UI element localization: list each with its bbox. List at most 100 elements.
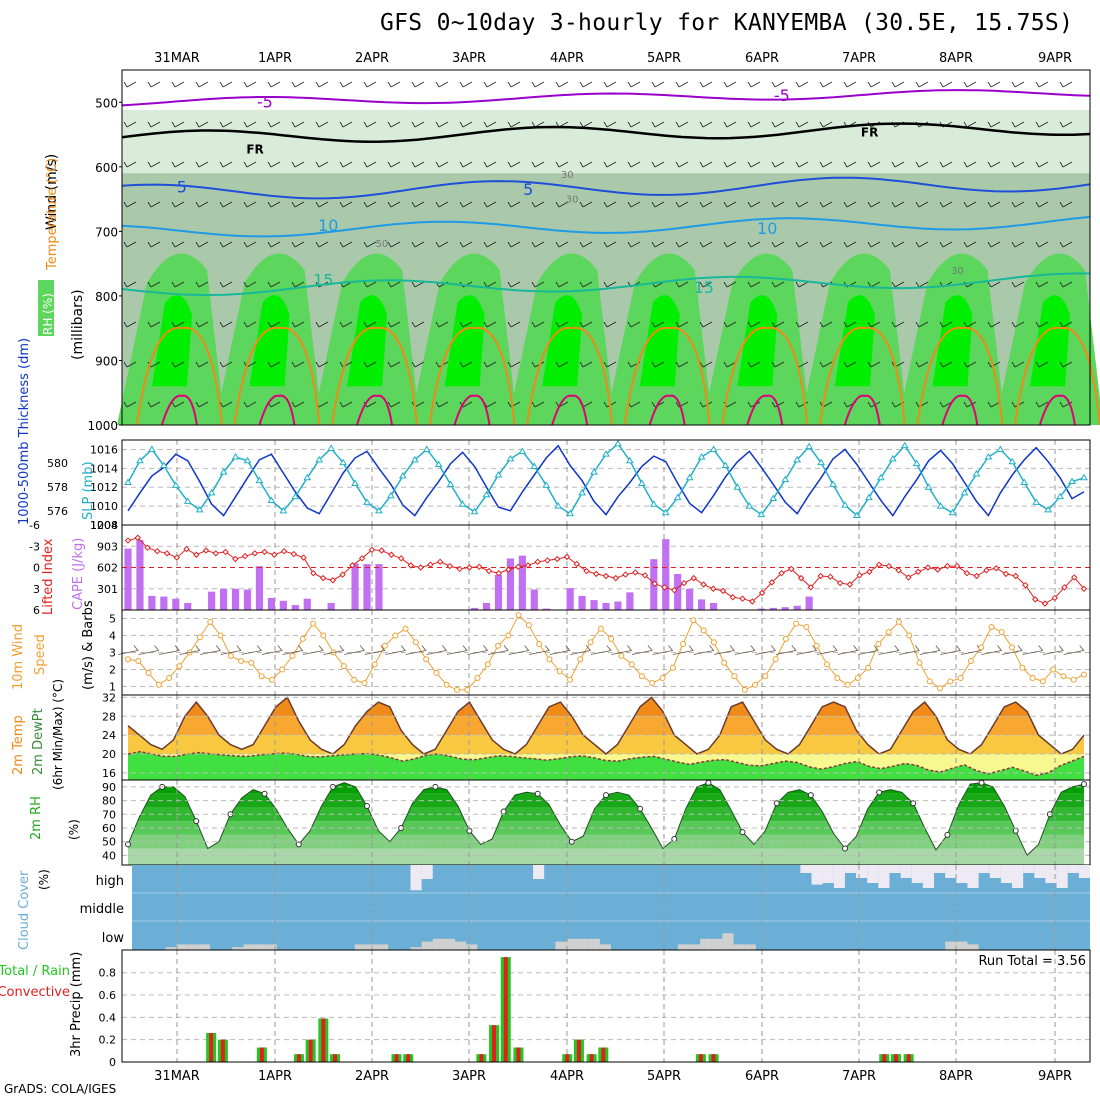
precip-ylabel: 3hr Precip (mm) xyxy=(69,952,84,1057)
slp-marker xyxy=(434,460,443,468)
wind-barb xyxy=(267,281,281,288)
temp2m-tick-4: 32 xyxy=(102,691,116,704)
wind-barb xyxy=(675,201,689,208)
li-marker xyxy=(934,566,941,573)
wind10m-marker xyxy=(885,629,892,636)
wind-barb xyxy=(531,281,545,288)
rh2m-ylabel: 2m RH xyxy=(29,796,44,840)
rh2m-marker xyxy=(910,800,917,807)
wind-barb xyxy=(723,281,737,288)
wind-barb xyxy=(651,321,665,328)
li-marker xyxy=(593,570,600,578)
temp-contour-2 xyxy=(121,176,1091,200)
cape-bar xyxy=(208,591,216,610)
cape-bar xyxy=(220,588,228,610)
slp-marker xyxy=(924,483,933,490)
upper-ylabel-pressure: (millibars) xyxy=(70,289,86,360)
thk-ylabel: 1000-500mb Thickness (dm) xyxy=(17,338,32,525)
slp-marker xyxy=(853,511,861,519)
wind-barb xyxy=(243,161,257,168)
wind10m-marker xyxy=(227,652,234,659)
wind-barb xyxy=(699,201,713,208)
wind-barb xyxy=(939,161,953,168)
wind-barb xyxy=(315,161,329,168)
wind-barb xyxy=(843,81,857,88)
precip-conv-bar-20 xyxy=(893,1054,898,1062)
contour-label-6: 10 xyxy=(318,216,338,235)
wind-barb xyxy=(195,321,209,328)
cloud-low-bar xyxy=(711,938,723,950)
rh2m-marker xyxy=(671,835,678,842)
wind-barb xyxy=(795,161,809,168)
cape-bar xyxy=(124,548,132,610)
wind-barb xyxy=(315,241,329,248)
wind-barb xyxy=(939,361,953,368)
wind10m-barb xyxy=(220,645,242,655)
wind10m-marker xyxy=(998,629,1005,636)
wind10m-marker xyxy=(690,617,697,624)
wind10m-marker xyxy=(546,656,553,663)
slp-marker xyxy=(1080,473,1088,481)
li-tick-1: -3 xyxy=(29,540,40,553)
wind-barb xyxy=(411,201,425,208)
wind-barb xyxy=(291,201,305,208)
wind-barb xyxy=(315,121,329,128)
upper-air-frame xyxy=(121,69,1091,426)
wind-barb xyxy=(723,161,737,168)
wind10m-marker xyxy=(628,661,635,668)
x-tick-bottom-5: 5APR xyxy=(647,1069,681,1084)
wind-barb xyxy=(771,321,785,328)
li-marker xyxy=(1002,570,1010,578)
wind10m-barb xyxy=(734,645,756,655)
wind-barb xyxy=(243,121,257,128)
wind-barb xyxy=(747,321,761,328)
wind-barb xyxy=(411,281,425,288)
li-marker xyxy=(680,579,688,587)
contour-label-8: 15 xyxy=(313,270,333,289)
wind10m-marker xyxy=(536,641,543,647)
wind-barb xyxy=(195,201,209,208)
wind-barb xyxy=(171,161,185,168)
wind10m-marker xyxy=(464,686,471,693)
upper-ylabel-wind: Wind (m/s) xyxy=(44,154,60,230)
wind-barb xyxy=(699,281,713,288)
slp-marker xyxy=(171,481,180,488)
slp-marker xyxy=(673,493,682,501)
wind-barb xyxy=(171,401,185,408)
wind10m-marker xyxy=(135,658,142,664)
wind10m-marker xyxy=(166,675,173,681)
li-marker xyxy=(446,562,454,570)
wind-barb xyxy=(483,161,497,168)
li-marker xyxy=(358,555,366,562)
rh-label-0: 30 xyxy=(561,170,574,181)
slp-marker xyxy=(757,510,766,518)
li-marker xyxy=(1012,572,1019,580)
temp2m-ylabel-1: 2m Temp xyxy=(11,715,26,775)
cape-bar xyxy=(602,602,610,610)
wind10m-marker xyxy=(618,652,625,659)
wind-barb xyxy=(387,401,401,408)
wind10m-barb xyxy=(940,645,962,655)
wind10m-marker xyxy=(289,652,296,659)
li-marker xyxy=(427,561,434,568)
wind-barb xyxy=(339,81,353,88)
wind-barb xyxy=(171,81,185,88)
wind10m-barb xyxy=(673,645,694,655)
wind-barb xyxy=(483,81,497,88)
wind-barb xyxy=(435,201,449,208)
wind10m-marker xyxy=(125,656,131,663)
wind-barb xyxy=(843,161,857,168)
wind10m-marker xyxy=(340,663,347,670)
cloud-low-bar xyxy=(956,941,968,950)
wind10m-marker xyxy=(680,641,687,647)
wind10m-barb xyxy=(816,645,838,655)
slp-marker xyxy=(793,455,802,463)
cloud-low-bar xyxy=(354,944,366,950)
wind-barb xyxy=(123,161,137,168)
li-marker xyxy=(563,553,571,561)
wind-barb xyxy=(747,241,761,248)
wind-barb xyxy=(1035,161,1049,168)
slp-marker xyxy=(243,456,252,464)
wind-barb xyxy=(819,201,833,208)
wind-barb xyxy=(699,81,713,88)
